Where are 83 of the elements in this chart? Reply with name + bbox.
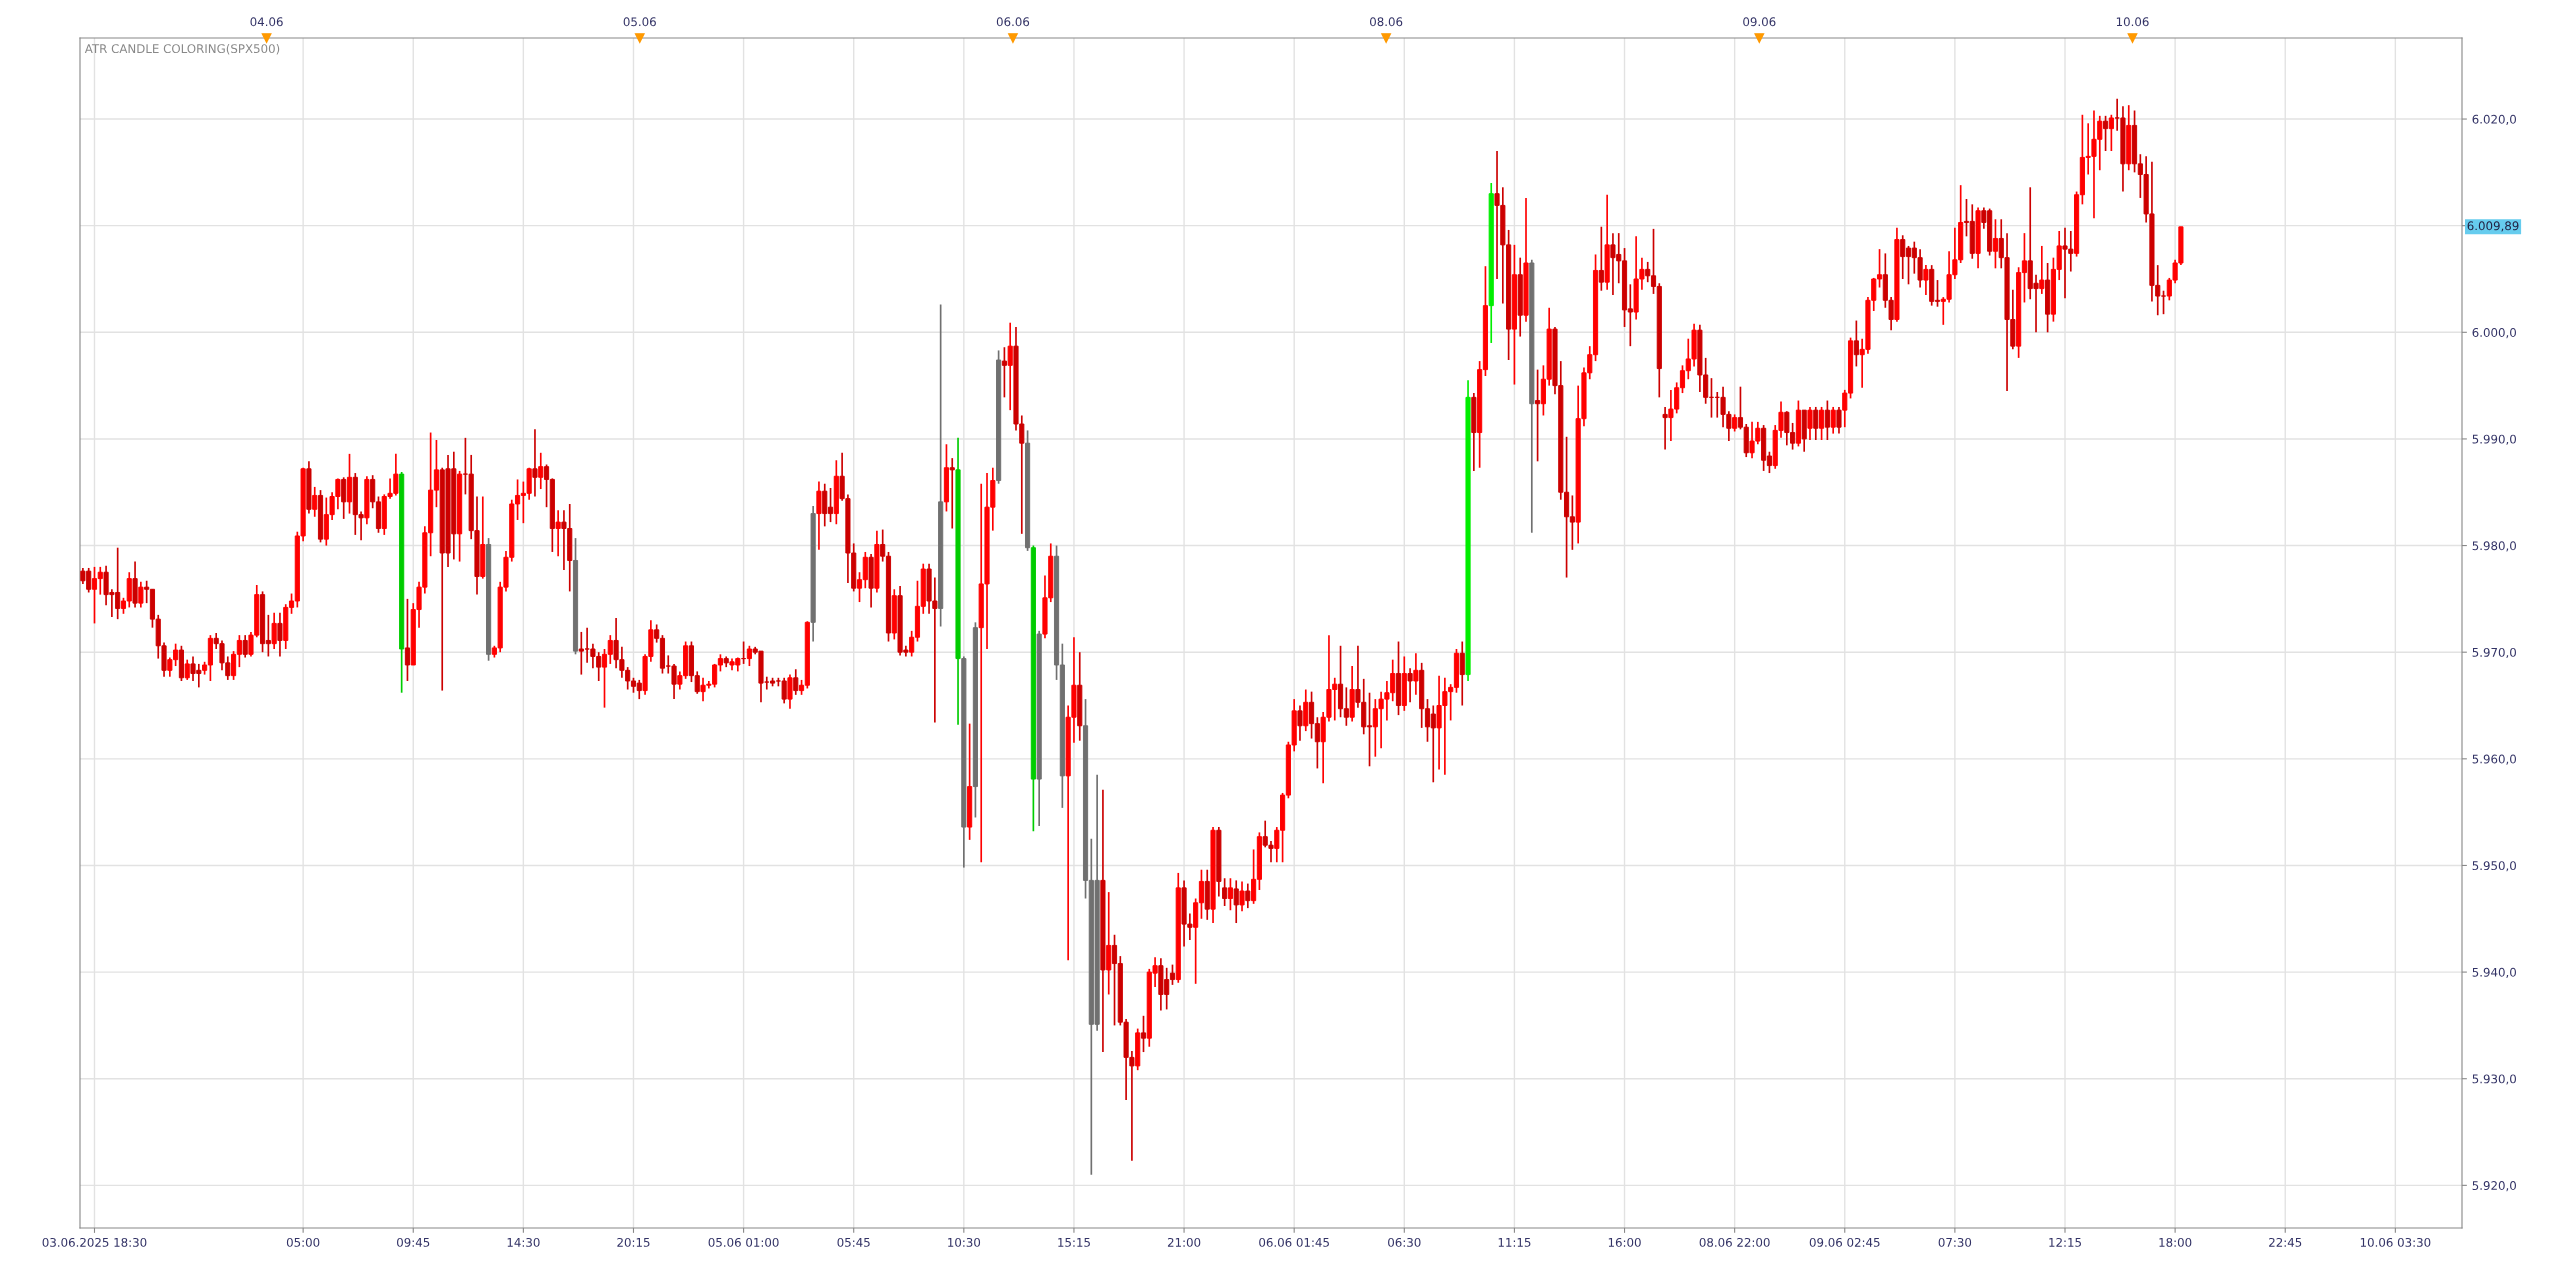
- candlestick: [271, 611, 277, 650]
- candlestick: [1807, 406, 1813, 441]
- candlestick: [538, 451, 544, 490]
- y-tick-label: 6.000,0: [2472, 328, 2516, 339]
- candlestick: [1535, 368, 1541, 463]
- candlestick: [787, 673, 793, 710]
- text: 08.06: [1370, 17, 1403, 27]
- candlestick: [312, 486, 318, 518]
- x-tick-label: 06.06 01:45: [1259, 1237, 1329, 1247]
- text: 05.06: [623, 17, 656, 27]
- x-tick-label: 11:15: [1498, 1238, 1531, 1247]
- chart-title: ATR CANDLE COLORING(SPX500): [84, 43, 280, 55]
- x-tick-label: 09:45: [397, 1237, 430, 1247]
- text: 10.06: [2116, 17, 2149, 27]
- candlestick: [746, 644, 752, 667]
- candlestick: [1413, 652, 1419, 696]
- text: 04.06: [250, 17, 283, 27]
- candlestick: [1140, 1014, 1147, 1053]
- x-tick-label: 08.06 22:00: [1699, 1237, 1770, 1247]
- x-tick-label: 16:00: [1608, 1237, 1641, 1247]
- x-tick-label: 10.06 03:30: [2360, 1237, 2431, 1247]
- x-tick-label: 07:30: [1938, 1237, 1972, 1247]
- candlestick: [404, 598, 411, 682]
- x-tick-label: 10:30: [948, 1237, 981, 1247]
- y-tick-label: 5.980,0: [2472, 541, 2516, 552]
- text: 09.06: [1743, 17, 1776, 27]
- candlestick: [949, 457, 955, 530]
- x-tick-label: 05.06 01:00: [708, 1237, 779, 1247]
- candlestick: [1233, 879, 1239, 924]
- candlestick: [1813, 406, 1819, 441]
- candlestick: [1239, 880, 1245, 913]
- y-tick-label: 5.970,0: [2472, 647, 2516, 659]
- y-tick-label: 5.920,0: [2472, 1181, 2516, 1192]
- x-tick-label: 03.06.2025 18:30: [42, 1237, 147, 1247]
- candlestick: [793, 668, 799, 696]
- candlestick: [1001, 346, 1007, 399]
- candlestick: [1923, 264, 1929, 296]
- candlestick: [2108, 113, 2114, 152]
- candlestick: [1992, 218, 1999, 270]
- candlestick: [277, 611, 283, 658]
- candlestick: [1245, 882, 1251, 909]
- candlestick: [2102, 115, 2109, 152]
- candlestick: [1830, 406, 1836, 435]
- candlestick: [341, 476, 347, 520]
- candlestick: [184, 658, 190, 681]
- candlestick: [1819, 406, 1825, 441]
- x-tick-label: 06:30: [1388, 1237, 1421, 1247]
- x-tick-label: 15:15: [1058, 1238, 1090, 1247]
- candlestick: [2039, 245, 2045, 295]
- y-tick-label: 5.950,0: [2472, 861, 2516, 872]
- candlestick: [1007, 321, 1013, 411]
- text: 06.06: [996, 17, 1030, 27]
- candlestick: [1222, 877, 1228, 907]
- candlestick: [555, 509, 561, 558]
- candlestick: [1662, 406, 1668, 451]
- y-tick-label: 5.960,0: [2472, 754, 2516, 765]
- y-tick-label: 5.940,0: [2472, 967, 2516, 978]
- x-tick-label: 09.06 02:45: [1809, 1237, 1880, 1247]
- candlestick: [1836, 406, 1842, 435]
- x-tick-label: 20:15: [617, 1237, 650, 1247]
- candlestick: [1598, 225, 1604, 292]
- candlestick: [1407, 667, 1413, 704]
- candlestick: [532, 428, 538, 498]
- candlestick: [242, 634, 248, 659]
- y-tick-label: 5.990,0: [2472, 434, 2516, 445]
- text: 6.009,89: [2467, 221, 2519, 232]
- x-tick-label: 18:00: [2159, 1237, 2192, 1247]
- candlestick: [1227, 877, 1234, 912]
- x-tick-label: 05:00: [286, 1237, 320, 1247]
- candlestick: [816, 480, 822, 551]
- y-tick-label: 5.930,0: [2472, 1074, 2516, 1085]
- x-tick-label: 22:45: [2269, 1237, 2302, 1247]
- x-tick-label: 14:30: [507, 1237, 540, 1247]
- candlestick: [1303, 688, 1309, 732]
- candlestick: [1853, 319, 1859, 368]
- candlestick: [1824, 399, 1830, 441]
- x-tick-label: 21:00: [1167, 1237, 1201, 1247]
- candlestick: [138, 580, 144, 609]
- x-tick-label: 12:15: [2049, 1237, 2081, 1247]
- y-tick-label: 6.020,0: [2472, 114, 2516, 125]
- candlestick: [1459, 640, 1465, 707]
- candlestick: [1297, 704, 1303, 742]
- x-tick-label: 05:45: [837, 1237, 870, 1247]
